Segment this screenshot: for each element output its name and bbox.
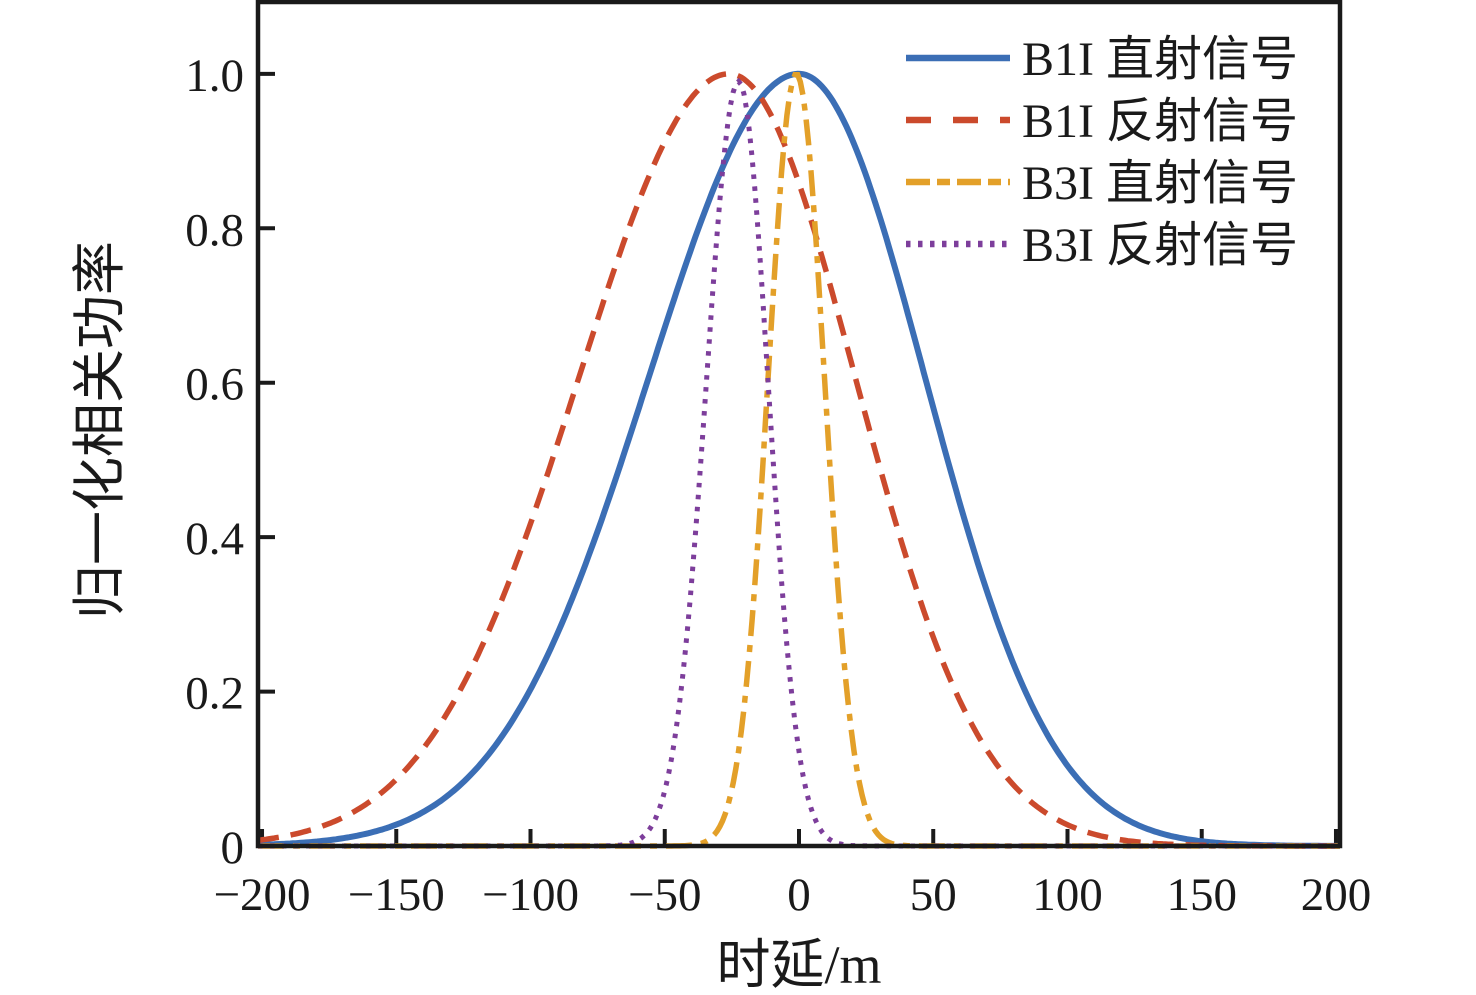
y-tick-label: 1.0 bbox=[185, 50, 244, 102]
legend-item-b1i-direct: B1I 直射信号 bbox=[906, 33, 1298, 86]
x-tick-label: 100 bbox=[1032, 869, 1103, 921]
legend: B1I 直射信号 B1I 反射信号 B3I 直射信号 B3I 反射信号 bbox=[906, 33, 1298, 272]
y-tick-label: 0 bbox=[221, 822, 245, 874]
legend-label-b3i-direct: B3I 直射信号 bbox=[1022, 157, 1298, 210]
legend-label-b3i-reflected: B3I 反射信号 bbox=[1022, 219, 1298, 272]
x-tick-label: 0 bbox=[787, 869, 811, 921]
legend-label-b1i-direct: B1I 直射信号 bbox=[1022, 33, 1298, 86]
y-tick-label: 0.2 bbox=[185, 668, 244, 720]
x-tick-label: 50 bbox=[910, 869, 957, 921]
x-tick-label: −50 bbox=[628, 869, 702, 921]
y-tick-label: 0.6 bbox=[185, 359, 244, 411]
y-tick-label: 0.8 bbox=[185, 204, 244, 256]
x-tick-label: −150 bbox=[348, 869, 445, 921]
y-tick-label: 0.4 bbox=[185, 513, 244, 565]
plot-border bbox=[255, 0, 1343, 849]
legend-item-b1i-reflected: B1I 反射信号 bbox=[906, 95, 1298, 148]
x-axis-label: 时延/m bbox=[716, 935, 881, 995]
x-tick-label: 150 bbox=[1166, 869, 1237, 921]
legend-item-b3i-direct: B3I 直射信号 bbox=[906, 157, 1298, 210]
x-tick-label: −100 bbox=[482, 869, 579, 921]
axis-tick-labels: −200 −150 −100 −50 0 50 100 150 200 0 0.2 0.4 0.6 0.8… bbox=[185, 50, 1371, 921]
legend-item-b3i-reflected: B3I 反射信号 bbox=[906, 219, 1298, 272]
x-tick-label: 200 bbox=[1301, 869, 1372, 921]
y-axis-label: 归一化相关功率 bbox=[70, 241, 130, 619]
x-tick-label: −200 bbox=[214, 869, 311, 921]
legend-label-b1i-reflected: B1I 反射信号 bbox=[1022, 95, 1298, 148]
